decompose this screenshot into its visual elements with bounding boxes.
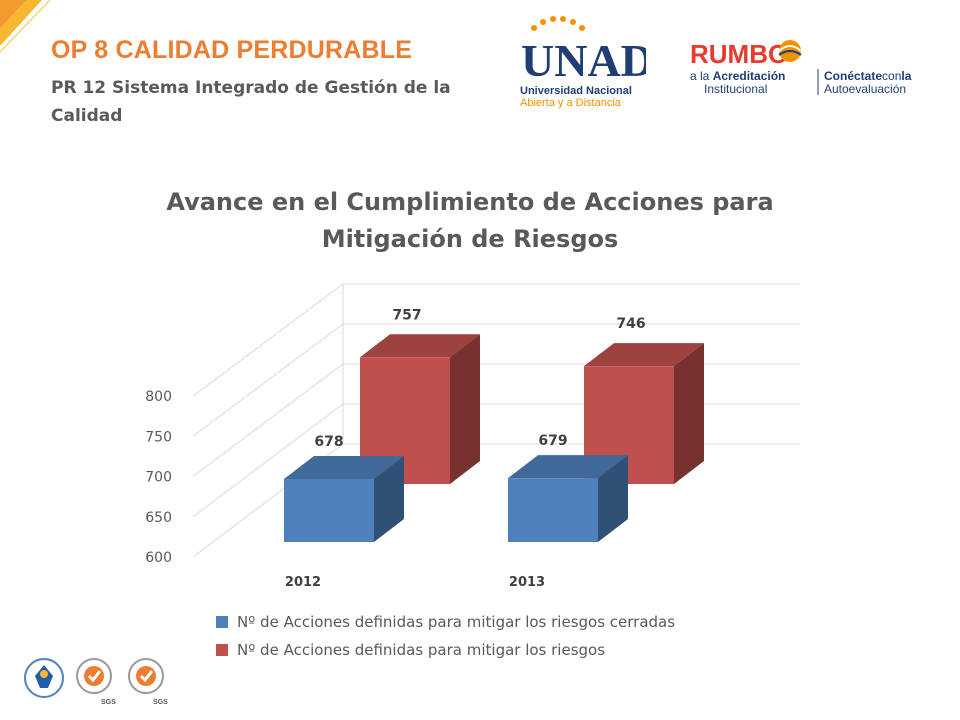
rumbo-logo-line1a: a la	[690, 69, 713, 83]
footer-certification-logos: SGS SGS	[24, 658, 168, 706]
certification-seal-icon: SGS	[76, 658, 116, 706]
page-subtitle: PR 12 Sistema Integrado de Gestión de la…	[51, 78, 451, 126]
globe-icon	[778, 40, 802, 62]
bar-top	[360, 334, 480, 358]
unad-logo: UNAD Universidad Nacional Abierta y a Di…	[520, 16, 646, 109]
bar-side	[374, 455, 404, 542]
y-tick-label: 800	[145, 389, 172, 405]
cert-label-2: SGS	[153, 699, 168, 706]
bar-top	[284, 455, 404, 479]
y-axis-tick-labels: 600 650 700 750 800	[145, 389, 172, 566]
unad-dots-arc	[531, 16, 585, 31]
x-axis-category-labels: 2012 2013	[285, 575, 545, 590]
y-tick-label: 750	[145, 429, 172, 445]
bar-side	[598, 455, 628, 542]
data-label: 679	[538, 433, 567, 449]
y-tick-label: 700	[145, 470, 172, 486]
legend-item-defined: Nº de Acciones definidas para mitigar lo…	[216, 636, 675, 664]
data-label: 678	[314, 434, 343, 450]
gridline-side	[192, 403, 344, 518]
legend-label-closed: Nº de Acciones definidas para mitigar lo…	[237, 613, 676, 631]
legend-swatch-blue	[216, 616, 228, 628]
x-tick-label: 2012	[285, 575, 321, 590]
rumbo-logo-side1b: con	[882, 69, 901, 83]
legend-label-defined: Nº de Acciones definidas para mitigar lo…	[237, 641, 606, 659]
legend-swatch-red	[216, 644, 228, 656]
corner-decoration	[0, 0, 51, 53]
bar-side	[450, 334, 480, 484]
cert-label-1: SGS	[101, 699, 116, 706]
y-tick-label: 650	[145, 510, 172, 526]
bar-2013-closed	[508, 455, 628, 542]
bar-front	[508, 478, 598, 542]
data-labels: 757 746 678 679	[314, 307, 645, 450]
rumbo-logo-mark: RUMBO	[690, 39, 788, 69]
y-tick-label: 600	[145, 550, 172, 566]
gridline-side	[192, 363, 344, 477]
chart-bars	[284, 334, 704, 542]
gridline-side	[192, 323, 344, 437]
unad-logo-mark: UNAD	[521, 35, 646, 86]
rumbo-logo-line2: Institucional	[704, 82, 767, 96]
bar-front	[284, 478, 374, 542]
page-title: OP 8 CALIDAD PERDURABLE	[51, 36, 413, 64]
colombia-shield-icon	[24, 658, 64, 698]
unad-logo-line2: Abierta y a Distancia	[520, 97, 622, 109]
chart-legend: Nº de Acciones definidas para mitigar lo…	[216, 608, 675, 664]
rumbo-logo-side1a: Conéctate	[824, 69, 882, 83]
data-label: 746	[616, 316, 645, 332]
bar-2013-defined	[584, 343, 704, 484]
chart-title: Avance en el Cumplimiento de Acciones pa…	[166, 188, 774, 253]
svg-text:a la Acreditación: a la Acreditación	[690, 69, 785, 83]
bar-2012-closed	[284, 455, 404, 542]
gridline-side	[192, 283, 344, 397]
data-label: 757	[392, 307, 421, 323]
legend-item-closed: Nº de Acciones definidas para mitigar lo…	[216, 608, 675, 636]
rumbo-logo-side2: Autoevaluación	[824, 82, 906, 96]
rumbo-logo-side1c: la	[901, 69, 911, 83]
rumbo-logo-line1b: Acreditación	[713, 69, 786, 83]
svg-text:Conéctateconla: Conéctateconla	[824, 69, 912, 83]
rumbo-logo: RUMBO a la Acreditación Institucional Co…	[690, 39, 912, 96]
bar-top	[508, 455, 628, 479]
certification-seal-icon: SGS	[128, 658, 168, 706]
x-tick-label: 2013	[509, 575, 545, 590]
bar-top	[584, 343, 704, 367]
bar-side	[674, 343, 704, 484]
unad-logo-line1: Universidad Nacional	[520, 85, 632, 97]
